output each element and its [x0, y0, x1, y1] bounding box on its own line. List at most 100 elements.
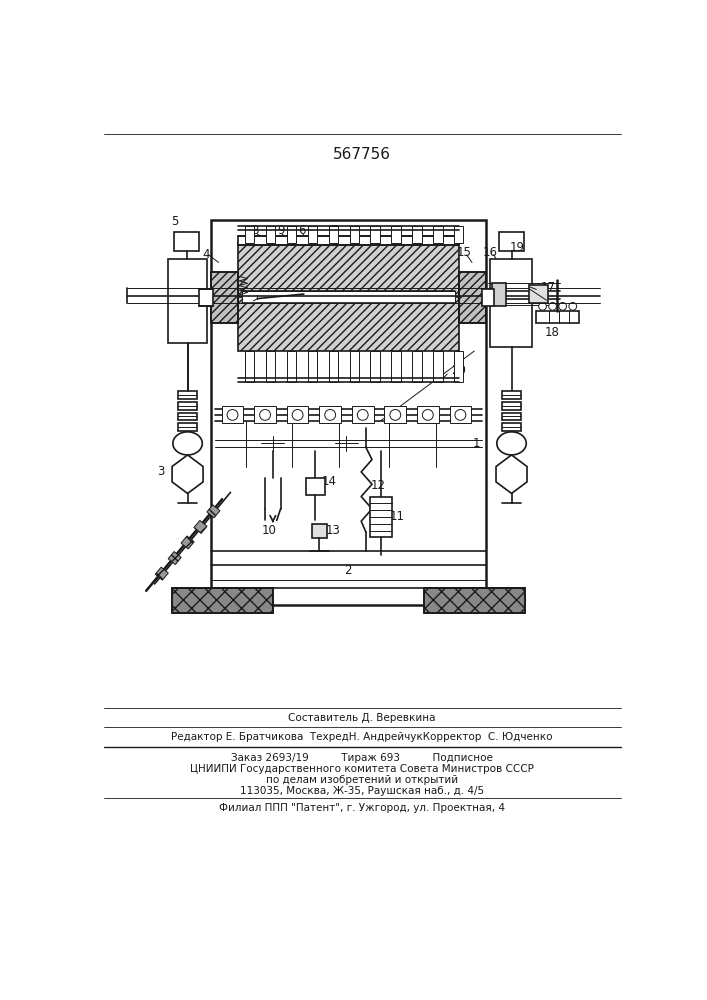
Text: 7: 7: [331, 224, 339, 237]
Ellipse shape: [173, 432, 202, 455]
Text: 3: 3: [157, 465, 164, 478]
Polygon shape: [172, 455, 203, 493]
Bar: [459, 272, 486, 323]
Bar: [211, 272, 238, 323]
Text: Составитель Д. Веревкина: Составитель Д. Веревкина: [288, 713, 436, 723]
Bar: [287, 226, 296, 243]
Bar: [454, 351, 464, 382]
Bar: [417, 406, 438, 423]
Text: Редактор Е. Братчикова  ТехредН. АндрейчукКорректор  С. Юдченко: Редактор Е. Братчикова ТехредН. Андрейчу…: [171, 732, 553, 742]
Text: 15: 15: [457, 246, 472, 259]
Bar: [245, 351, 255, 382]
Text: 11: 11: [390, 510, 404, 523]
Circle shape: [357, 410, 368, 420]
Bar: [502, 423, 521, 431]
Bar: [266, 226, 275, 243]
Circle shape: [390, 410, 401, 420]
Bar: [412, 226, 421, 243]
Bar: [385, 406, 406, 423]
Bar: [492, 283, 506, 306]
Bar: [199, 289, 213, 306]
Text: 10: 10: [262, 524, 276, 537]
Circle shape: [259, 410, 271, 420]
Bar: [370, 497, 392, 537]
Bar: [490, 259, 532, 347]
Bar: [211, 220, 486, 605]
Bar: [502, 413, 521, 420]
Text: 6: 6: [298, 224, 305, 237]
Circle shape: [227, 410, 238, 420]
Text: 20: 20: [451, 364, 466, 377]
Bar: [459, 272, 486, 323]
Bar: [175, 232, 199, 251]
Text: 8: 8: [251, 224, 259, 237]
Text: 12: 12: [370, 479, 386, 492]
Text: по делам изобретений и открытий: по делам изобретений и открытий: [266, 775, 458, 785]
Text: 19: 19: [510, 241, 525, 254]
Circle shape: [539, 302, 547, 310]
Circle shape: [569, 302, 577, 310]
Bar: [433, 351, 443, 382]
Polygon shape: [194, 520, 207, 533]
Text: 113035, Москва, Ж-35, Раушская наб., д. 4/5: 113035, Москва, Ж-35, Раушская наб., д. …: [240, 786, 484, 796]
Bar: [502, 391, 521, 399]
Bar: [349, 351, 359, 382]
Text: ЦНИИПИ Государственного комитета Совета Министров СССР: ЦНИИПИ Государственного комитета Совета …: [190, 764, 534, 774]
Bar: [424, 588, 525, 613]
Bar: [392, 226, 401, 243]
Bar: [308, 351, 317, 382]
Bar: [329, 351, 338, 382]
Circle shape: [422, 410, 433, 420]
Bar: [499, 232, 524, 251]
Bar: [266, 351, 275, 382]
Polygon shape: [181, 536, 194, 549]
Bar: [178, 402, 197, 410]
Text: 17: 17: [540, 281, 556, 294]
Bar: [392, 351, 401, 382]
Text: 14: 14: [322, 475, 337, 488]
Bar: [245, 226, 255, 243]
Text: Заказ 2693/19          Тираж 693          Подписное: Заказ 2693/19 Тираж 693 Подписное: [231, 753, 493, 763]
Bar: [211, 272, 238, 323]
Text: 16: 16: [483, 246, 498, 259]
Bar: [178, 413, 197, 420]
Polygon shape: [168, 552, 181, 565]
Bar: [178, 423, 197, 431]
Polygon shape: [496, 455, 527, 493]
Text: 1: 1: [473, 437, 480, 450]
Text: 18: 18: [544, 326, 559, 339]
Bar: [454, 226, 464, 243]
Bar: [242, 291, 455, 303]
Bar: [320, 406, 341, 423]
Bar: [172, 588, 273, 613]
Polygon shape: [207, 505, 220, 518]
Bar: [412, 351, 421, 382]
Text: 2: 2: [344, 564, 352, 577]
Text: 13: 13: [326, 524, 341, 537]
Bar: [502, 402, 521, 410]
Bar: [255, 406, 276, 423]
Circle shape: [292, 410, 303, 420]
Bar: [238, 243, 459, 297]
Bar: [308, 226, 317, 243]
Bar: [287, 351, 296, 382]
Bar: [306, 478, 325, 495]
Bar: [529, 285, 548, 303]
Ellipse shape: [497, 432, 526, 455]
Circle shape: [325, 410, 336, 420]
Circle shape: [549, 302, 556, 310]
Bar: [312, 524, 327, 538]
Bar: [424, 588, 525, 613]
Bar: [450, 406, 472, 423]
Bar: [370, 351, 380, 382]
Text: 567756: 567756: [333, 147, 391, 162]
Bar: [349, 226, 359, 243]
Bar: [287, 406, 308, 423]
Text: Филиал ППП "Патент", г. Ужгород, ул. Проектная, 4: Филиал ППП "Патент", г. Ужгород, ул. Про…: [219, 803, 505, 813]
Circle shape: [559, 302, 566, 310]
Bar: [238, 297, 459, 351]
Bar: [222, 406, 243, 423]
Polygon shape: [156, 567, 168, 580]
Bar: [537, 311, 579, 323]
Bar: [482, 289, 493, 306]
